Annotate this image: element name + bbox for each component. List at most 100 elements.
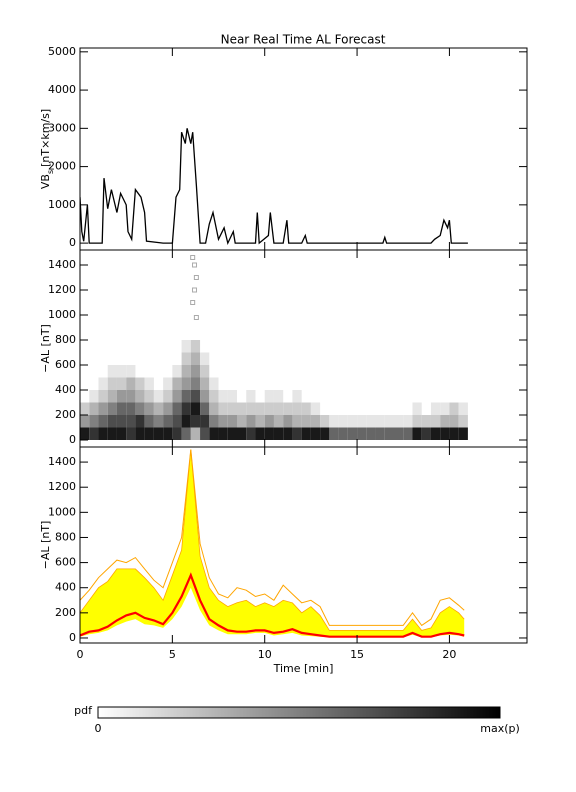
pdf-cell	[458, 415, 468, 428]
y-axis-label-sub: s	[46, 170, 55, 174]
pdf-cell	[135, 415, 145, 428]
x-tick-label: 20	[442, 648, 456, 661]
y-tick-label: 600	[55, 556, 76, 569]
pdf-cell	[440, 427, 450, 440]
pdf-cell	[283, 427, 293, 440]
pdf-cell	[227, 390, 238, 403]
y-tick-label: 0	[69, 236, 76, 249]
y-axis-label-unit: [nT×km/s]	[39, 109, 52, 167]
pdf-cell	[98, 377, 108, 390]
pdf-cell	[116, 365, 127, 378]
pdf-cell	[200, 390, 210, 403]
pdf-cell	[246, 427, 256, 440]
pdf-cell	[237, 402, 247, 415]
pdf-cell	[264, 390, 274, 403]
median-line	[80, 572, 465, 638]
outlier	[192, 287, 198, 293]
pdf-cell	[181, 377, 191, 390]
colorbar-max: max(p)	[480, 722, 520, 735]
x-axis-label: Time [min]	[273, 662, 334, 675]
pdf-cell	[116, 427, 127, 440]
pdf-cell	[190, 402, 201, 415]
pdf-cell	[329, 427, 339, 440]
plot-area	[80, 449, 465, 638]
pdf-cell	[190, 365, 201, 378]
y-tick-label: 200	[55, 408, 76, 421]
pdf-cell	[421, 427, 431, 440]
pdf-cell	[246, 415, 256, 428]
pdf-cell	[209, 390, 219, 403]
pdf-cell	[347, 415, 358, 428]
pdf-cell	[190, 390, 201, 403]
pdf-cell	[107, 427, 117, 440]
pdf-cell	[163, 390, 173, 403]
pdf-cell	[394, 415, 404, 428]
y-axis-label-main: VB	[39, 174, 52, 189]
pdf-cell	[384, 415, 395, 428]
pdf-cell	[301, 415, 311, 428]
pdf-cell	[310, 402, 321, 415]
x-tick-label: 10	[258, 648, 272, 661]
y-axis-label: −AL [nT]	[39, 324, 52, 373]
pdf-cell	[246, 390, 256, 403]
pdf-cell	[153, 427, 164, 440]
y-tick-label: 1000	[48, 308, 76, 321]
pdf-cell	[209, 377, 219, 390]
band-upper-line	[80, 449, 465, 631]
y-axis-label: −AL [nT]	[39, 521, 52, 570]
pdf-cell	[200, 427, 210, 440]
pdf-cell	[264, 402, 274, 415]
pdf-cell	[209, 402, 219, 415]
y-tick-label: 800	[55, 333, 76, 346]
y-tick-label: 1000	[48, 198, 76, 211]
colorbar-label: pdf	[74, 704, 93, 717]
x-tick-label: 5	[169, 648, 176, 661]
pdf-cell	[135, 402, 145, 415]
pdf-cell	[430, 427, 441, 440]
pdf-cell	[237, 427, 247, 440]
pdf-cell	[366, 427, 376, 440]
pdf-cell	[153, 390, 164, 403]
pdf-cell	[181, 365, 191, 378]
pdf-cell	[163, 377, 173, 390]
pdf-cell	[89, 415, 99, 428]
pdf-cell	[172, 377, 182, 390]
pdf-cell	[458, 402, 468, 415]
pdf-cell	[126, 427, 136, 440]
pdf-cell	[181, 427, 191, 440]
pdf-cell	[80, 427, 90, 440]
pdf-cell	[135, 427, 145, 440]
pdf-cell	[107, 365, 117, 378]
colorbar-min: 0	[95, 722, 102, 735]
pdf-cell	[135, 377, 145, 390]
pdf-cell	[190, 340, 201, 353]
pdf-cell	[181, 352, 191, 365]
pdf-cell	[190, 415, 201, 428]
max-line	[80, 449, 465, 627]
pdf-cell	[172, 415, 182, 428]
pdf-cell	[98, 390, 108, 403]
pdf-cell	[172, 402, 182, 415]
y-tick-label: 1200	[48, 480, 76, 493]
pdf-cell	[301, 402, 311, 415]
pdf-cell	[218, 402, 228, 415]
pdf-cell	[273, 415, 284, 428]
pdf-cell	[347, 427, 358, 440]
pdf-cell	[89, 390, 99, 403]
vbs-line	[80, 128, 468, 246]
outlier	[190, 300, 196, 305]
pdf-cell	[421, 415, 431, 428]
pdf-cell	[255, 427, 265, 440]
pdf-cell	[209, 427, 219, 440]
pdf-cell	[458, 427, 468, 440]
pdf-cell	[116, 402, 127, 415]
pdf-cell	[98, 402, 108, 415]
pdf-cell	[255, 402, 265, 415]
pdf-cell	[255, 415, 265, 428]
pdf-cell	[403, 427, 413, 440]
pdf-cell	[200, 352, 210, 365]
y-tick-label: 400	[55, 581, 76, 594]
pdf-cell	[107, 402, 117, 415]
pdf-cell	[89, 402, 99, 415]
pdf-cell	[394, 427, 404, 440]
